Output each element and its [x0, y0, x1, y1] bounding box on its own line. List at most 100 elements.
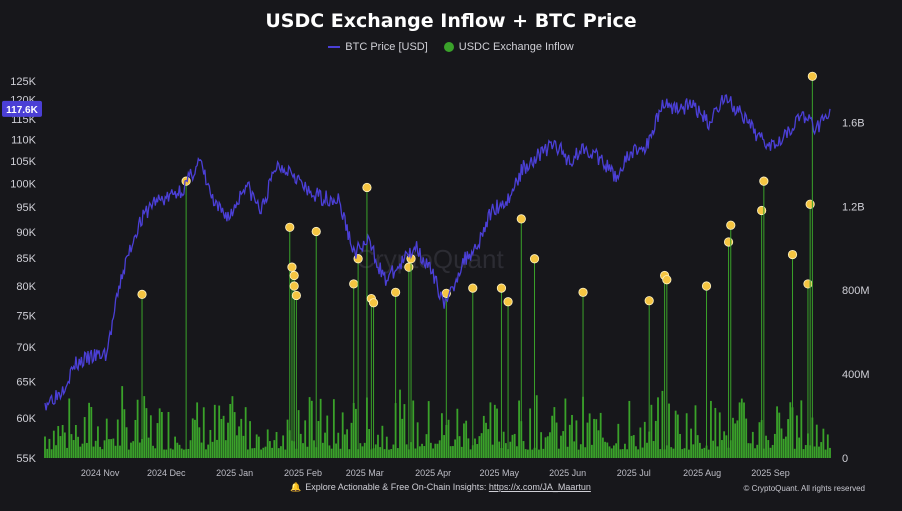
inflow-bar — [70, 434, 73, 458]
inflow-bar — [789, 402, 792, 458]
left-tick-label: 85K — [16, 253, 36, 265]
inflow-bar — [196, 402, 199, 458]
inflow-bar — [385, 436, 388, 458]
inflow-bar — [740, 398, 743, 458]
inflow-bar — [149, 415, 152, 458]
spike-dot — [391, 287, 401, 297]
inflow-bar — [456, 408, 459, 458]
inflow-bar — [388, 449, 390, 458]
inflow-bar — [630, 435, 633, 458]
inflow-bar — [180, 448, 183, 458]
inflow-bar — [683, 448, 686, 458]
inflow-bar — [804, 445, 807, 458]
inflow-bar — [590, 444, 593, 458]
inflow-bar — [824, 449, 827, 458]
inflow-bar — [119, 445, 121, 458]
spike-dot — [291, 290, 301, 301]
inflow-spikes — [137, 71, 817, 458]
inflow-bar — [269, 441, 271, 458]
inflow-bar — [77, 436, 79, 458]
left-tick-label: 125K — [10, 76, 36, 88]
inflow-bar — [381, 425, 384, 458]
inflow-bar — [575, 420, 578, 458]
spike-dot — [289, 281, 299, 291]
spike-dot — [137, 289, 147, 300]
inflow-bar — [271, 447, 274, 458]
inflow-bar — [784, 436, 787, 458]
inflow-bar — [780, 428, 783, 458]
inflow-bar — [635, 446, 637, 458]
inflow-bar — [551, 415, 554, 458]
inflow-bar — [822, 428, 825, 458]
inflow-bar — [59, 436, 62, 458]
inflow-bar — [641, 447, 644, 458]
inflow-bar — [771, 444, 774, 458]
inflow-bar — [826, 434, 829, 458]
spike-dot — [289, 270, 299, 281]
price-badge-box — [2, 100, 42, 117]
inflow-bar — [829, 447, 831, 458]
inflow-bar — [560, 435, 562, 458]
inflow-bar — [513, 433, 516, 458]
inflow-bar — [491, 444, 494, 458]
inflow-bar — [694, 405, 697, 458]
inflow-bar — [480, 433, 483, 458]
inflow-bar — [68, 398, 71, 458]
inflow-bars — [44, 386, 831, 458]
inflow-bar — [88, 402, 91, 458]
inflow-bar — [94, 440, 97, 458]
inflow-bar — [769, 447, 772, 458]
inflow-bar — [242, 435, 245, 458]
inflow-bar — [418, 446, 421, 458]
spike-dot — [757, 205, 767, 216]
inflow-bar — [776, 406, 778, 458]
inflow-bar — [707, 449, 710, 458]
x-tick-label: 2025 Mar — [346, 468, 384, 478]
inflow-bar — [136, 399, 139, 458]
inflow-bar — [235, 435, 238, 458]
inflow-bar — [564, 398, 567, 458]
footer-note: 🔔 Explore Actionable & Free On-Chain Insi… — [290, 482, 591, 493]
inflow-bar — [350, 422, 353, 458]
inflow-bar — [604, 441, 606, 458]
inflow-bar — [542, 448, 545, 458]
inflow-bar — [476, 444, 479, 458]
legend-item-inflow[interactable]: USDC Exchange Inflow — [443, 41, 574, 53]
legend-item-btc[interactable]: BTC Price [USD] — [328, 41, 428, 53]
inflow-bar — [160, 411, 163, 458]
inflow-bar — [249, 421, 251, 458]
left-tick-label: 55K — [16, 453, 36, 465]
spike-dot — [404, 262, 414, 272]
copyright: © CryptoQuant. All rights reserved — [743, 484, 866, 493]
inflow-bar — [209, 429, 212, 458]
inflow-bar — [273, 440, 276, 458]
left-tick-label: 95K — [16, 202, 36, 214]
inflow-bar — [608, 446, 611, 458]
inflow-bar — [99, 446, 102, 458]
chart-legend: BTC Price [USD] USDC Exchange Inflow — [0, 41, 902, 53]
inflow-bar — [515, 446, 518, 458]
footer-link[interactable]: https://x.com/JA_Maartun — [488, 482, 591, 492]
inflow-bar — [401, 418, 404, 458]
inflow-bar — [308, 397, 311, 458]
inflow-bar — [751, 431, 754, 458]
inflow-bar — [562, 431, 565, 458]
inflow-bar — [716, 446, 719, 458]
inflow-bar — [390, 449, 393, 458]
inflow-bar — [253, 448, 256, 458]
inflow-bar — [222, 415, 225, 458]
inflow-bar — [275, 431, 278, 458]
inflow-bar — [81, 443, 84, 458]
inflow-bar — [112, 438, 115, 458]
inflow-bar — [416, 422, 419, 458]
inflow-bar — [255, 434, 258, 458]
inflow-bar — [147, 437, 150, 458]
inflow-bar — [586, 422, 589, 458]
inflow-bar — [114, 445, 117, 458]
inflow-bar — [593, 418, 595, 458]
inflow-bar — [189, 440, 192, 458]
x-tick-label: 2025 Feb — [284, 468, 322, 478]
inflow-bar — [549, 432, 551, 458]
inflow-bar — [690, 428, 692, 458]
